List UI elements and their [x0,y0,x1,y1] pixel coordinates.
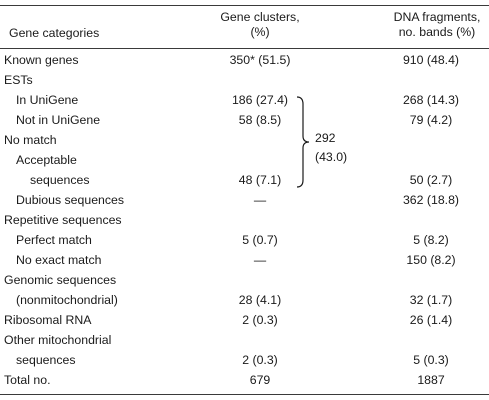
row-label-ests: ESTs [4,73,33,87]
header-gene-clusters: Gene clusters, (%) [190,10,330,40]
row-label-ribosomal-rna: Ribosomal RNA [4,313,92,327]
cell-in-unigene-fragments: 268 (14.3) [402,93,460,107]
cell-ribosomal-rna-fragments: 26 (1.4) [409,313,453,327]
row-label-dubious-sequences: Dubious sequences [16,193,125,207]
brace-total-percent: (43.0) [315,150,348,164]
row-label-mito-sequences: sequences [16,353,76,367]
row-label-not-in-unigene: Not in UniGene [16,113,101,127]
row-label-genomic-sequences: Genomic sequences [4,273,117,287]
cell-not-in-unigene-fragments: 79 (4.2) [409,113,453,127]
brace-total-value: 292 [315,131,336,145]
cell-total-clusters: 679 [249,373,271,387]
header-dna-fragments: DNA fragments, no. bands (%) [382,10,489,40]
cell-perfect-match-fragments: 5 (8.2) [413,233,449,247]
table-bottom-rule [0,394,489,395]
header-gene-clusters-line2: (%) [250,25,270,39]
cell-dubious-sequences-fragments: 362 (18.8) [402,193,460,207]
header-gene-categories: Gene categories [9,26,100,40]
row-label-perfect-match: Perfect match [16,233,92,247]
cell-not-in-unigene-clusters: 58 (8.5) [238,113,282,127]
cell-total-fragments: 1887 [417,373,445,387]
cell-mito-sequences-fragments: 5 (0.3) [413,353,449,367]
cell-no-exact-match-fragments: 150 (8.2) [406,253,456,267]
cell-known-genes-clusters: 350* (51.5) [229,53,291,67]
cell-dubious-sequences-clusters: — [253,193,267,207]
row-label-sequences: sequences [30,173,90,187]
cell-mito-sequences-clusters: 2 (0.3) [242,353,278,367]
row-label-no-match: No match [4,133,57,147]
cell-in-unigene-clusters: 186 (27.4) [231,93,289,107]
header-bottom-rule [0,48,489,49]
header-dna-fragments-line2: no. bands (%) [398,25,476,39]
cell-ribosomal-rna-clusters: 2 (0.3) [242,313,278,327]
cell-nonmitochondrial-clusters: 28 (4.1) [238,293,282,307]
cell-perfect-match-clusters: 5 (0.7) [242,233,278,247]
row-label-in-unigene: In UniGene [16,93,79,107]
header-dna-fragments-line1: DNA fragments, [393,10,481,24]
row-label-known-genes: Known genes [4,53,79,67]
row-label-acceptable: Acceptable [16,153,77,167]
row-label-nonmitochondrial: (nonmitochondrial) [16,293,118,307]
row-label-total: Total no. [4,373,51,387]
right-brace [296,96,310,188]
row-label-other-mitochondrial: Other mitochondrial [4,333,112,347]
cell-no-exact-match-clusters: — [253,253,267,267]
row-label-no-exact-match: No exact match [16,253,102,267]
cell-nonmitochondrial-fragments: 32 (1.7) [409,293,453,307]
cell-acceptable-sequences-clusters: 48 (7.1) [238,173,282,187]
header-gene-clusters-line1: Gene clusters, [220,10,300,24]
cell-acceptable-sequences-fragments: 50 (2.7) [409,173,453,187]
cell-known-genes-fragments: 910 (48.4) [402,53,460,67]
table-top-rule [0,5,489,6]
row-label-repetitive-sequences: Repetitive sequences [4,213,122,227]
